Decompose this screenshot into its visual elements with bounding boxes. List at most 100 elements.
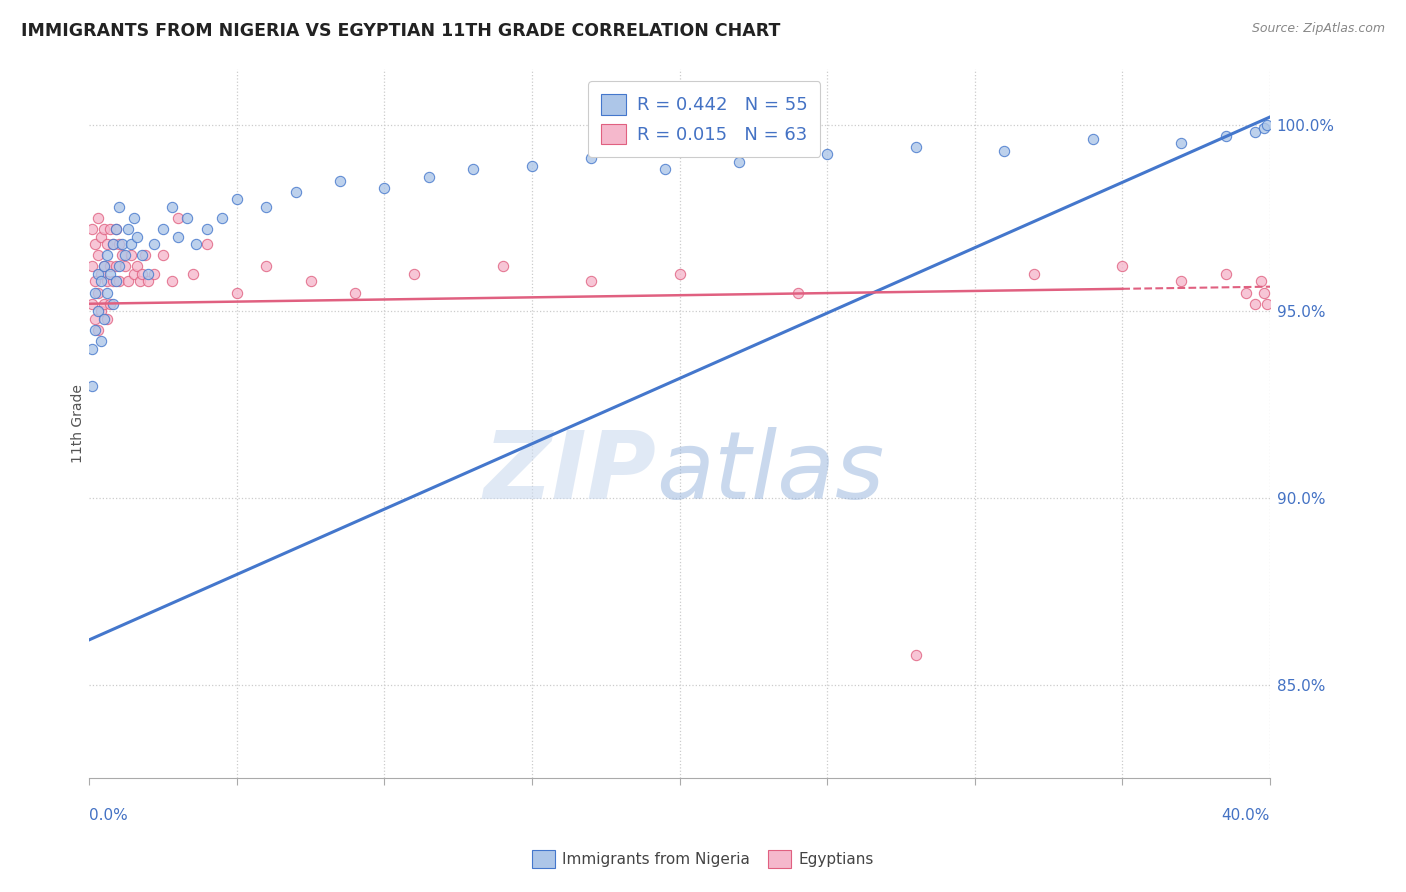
Point (329, 173, 352, 187)
Point (373, 181, 395, 195)
Point (160, 200, 183, 214)
Point (1250, 274, 1272, 288)
Point (993, 144, 1015, 158)
Point (120, 237, 142, 252)
Text: IMMIGRANTS FROM NIGERIA VS EGYPTIAN 11TH GRADE CORRELATION CHART: IMMIGRANTS FROM NIGERIA VS EGYPTIAN 11TH… (21, 22, 780, 40)
Y-axis label: 11th Grade: 11th Grade (72, 384, 86, 463)
Point (96, 237, 118, 252)
Point (98, 297, 121, 311)
Point (98, 267, 121, 281)
Point (491, 260, 513, 274)
Point (98, 260, 121, 274)
Point (1022, 267, 1045, 281)
Point (254, 200, 277, 214)
Point (225, 285, 247, 300)
Point (87, 323, 110, 337)
Point (786, 285, 808, 300)
Point (197, 222, 219, 236)
Point (90, 229, 112, 244)
Point (1234, 285, 1257, 300)
Point (82, 222, 104, 236)
Point (122, 211, 145, 225)
Point (167, 229, 190, 244)
Point (1111, 260, 1133, 274)
Point (96, 311, 118, 326)
Point (1253, 285, 1275, 300)
Point (1081, 132, 1104, 146)
Point (520, 159, 543, 173)
Point (1170, 136, 1192, 151)
Point (1244, 125, 1267, 139)
Point (84, 311, 107, 326)
Point (111, 248, 134, 262)
Point (418, 169, 440, 184)
Point (87, 304, 110, 318)
Point (1244, 297, 1267, 311)
Point (101, 237, 124, 252)
Point (152, 248, 174, 262)
Point (1256, 118, 1278, 132)
Point (108, 237, 131, 252)
Point (82, 342, 104, 356)
Point (93, 260, 115, 274)
Legend: R = 0.442   N = 55, R = 0.015   N = 63: R = 0.442 N = 55, R = 0.015 N = 63 (588, 81, 821, 157)
Text: Source: ZipAtlas.com: Source: ZipAtlas.com (1251, 22, 1385, 36)
Point (101, 237, 124, 252)
Point (1215, 267, 1237, 281)
Point (90, 267, 112, 281)
Text: 0.0%: 0.0% (90, 808, 128, 823)
Point (461, 162, 484, 177)
Point (117, 222, 139, 236)
Text: ZIP: ZIP (484, 427, 657, 519)
Point (90, 304, 112, 318)
Point (87, 267, 110, 281)
Point (299, 274, 322, 288)
Point (131, 267, 153, 281)
Point (108, 260, 131, 274)
Point (1253, 121, 1275, 136)
Point (125, 260, 148, 274)
Point (138, 267, 160, 281)
Point (90, 274, 112, 288)
Point (181, 267, 204, 281)
Point (90, 334, 112, 348)
Text: 40.0%: 40.0% (1222, 808, 1270, 823)
Point (98, 222, 121, 236)
Point (111, 237, 134, 252)
Point (143, 237, 166, 252)
Point (104, 274, 127, 288)
Point (402, 267, 425, 281)
Point (125, 229, 148, 244)
Point (152, 222, 174, 236)
Point (114, 260, 136, 274)
Text: atlas: atlas (657, 427, 884, 518)
Point (284, 185, 307, 199)
Point (904, 140, 927, 154)
Point (84, 323, 107, 337)
Point (122, 267, 145, 281)
Point (96, 274, 118, 288)
Point (82, 379, 104, 393)
Point (579, 151, 602, 165)
Point (131, 248, 153, 262)
Point (579, 274, 602, 288)
Point (225, 192, 247, 206)
Point (108, 200, 131, 214)
Point (176, 211, 198, 225)
Point (184, 237, 207, 252)
Point (93, 260, 115, 274)
Point (93, 311, 115, 326)
Point (134, 248, 156, 262)
Point (1170, 274, 1192, 288)
Point (197, 237, 219, 252)
Point (84, 274, 107, 288)
Point (654, 162, 676, 177)
Point (815, 147, 838, 161)
Point (114, 248, 136, 262)
Point (104, 222, 127, 236)
Point (120, 248, 142, 262)
Point (87, 211, 110, 225)
Point (104, 260, 127, 274)
Point (84, 285, 107, 300)
Point (108, 274, 131, 288)
